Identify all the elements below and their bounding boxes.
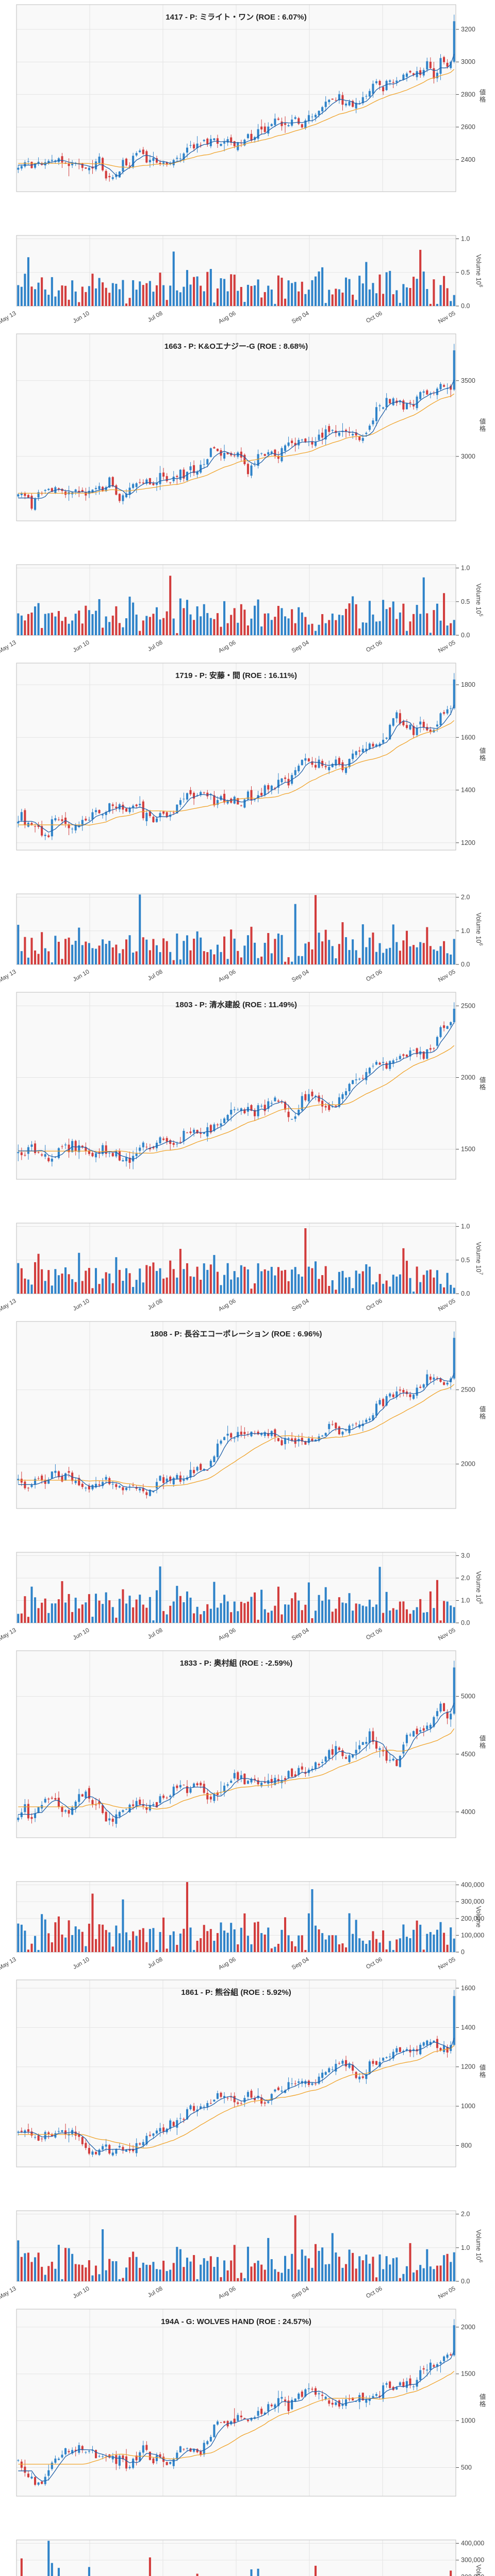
svg-text:4000: 4000 bbox=[461, 1808, 475, 1816]
svg-text:Volume: Volume bbox=[475, 2565, 482, 2576]
svg-text:3.0: 3.0 bbox=[461, 1552, 470, 1560]
svg-text:値: 値 bbox=[480, 2064, 486, 2072]
svg-text:0.0: 0.0 bbox=[461, 302, 470, 310]
svg-text:400,000: 400,000 bbox=[461, 2540, 484, 2547]
svg-text:2000: 2000 bbox=[461, 2324, 475, 2331]
svg-text:1400: 1400 bbox=[461, 787, 475, 794]
svg-text:3200: 3200 bbox=[461, 26, 475, 33]
svg-text:0.0: 0.0 bbox=[461, 1619, 470, 1626]
svg-text:1.0: 1.0 bbox=[461, 235, 470, 243]
svg-text:3000: 3000 bbox=[461, 453, 475, 460]
svg-text:格: 格 bbox=[480, 2400, 486, 2408]
svg-text:3000: 3000 bbox=[461, 58, 475, 65]
svg-text:1000: 1000 bbox=[461, 2103, 475, 2110]
svg-text:2500: 2500 bbox=[461, 1002, 475, 1009]
svg-text:2.0: 2.0 bbox=[461, 2211, 470, 2218]
svg-text:値: 値 bbox=[480, 2393, 486, 2401]
svg-text:1861 - P: 熊谷組 (ROE : 5.92%): 1861 - P: 熊谷組 (ROE : 5.92%) bbox=[181, 1988, 291, 1997]
svg-text:500: 500 bbox=[461, 2464, 472, 2471]
svg-text:194A - G: WOLVES HAND (ROE : 2: 194A - G: WOLVES HAND (ROE : 24.57%) bbox=[161, 2317, 311, 2326]
svg-text:2000: 2000 bbox=[461, 1074, 475, 1081]
svg-text:Volume 106: Volume 106 bbox=[475, 2229, 484, 2262]
svg-text:1.0: 1.0 bbox=[461, 2244, 470, 2251]
svg-text:Volume 106: Volume 106 bbox=[475, 912, 484, 945]
svg-text:1.0: 1.0 bbox=[461, 565, 470, 572]
svg-text:0.0: 0.0 bbox=[461, 961, 470, 968]
svg-text:1808 - P: 長谷エコーポレーション (ROE : 6: 1808 - P: 長谷エコーポレーション (ROE : 6.96%) bbox=[150, 1329, 322, 1338]
svg-text:300,000: 300,000 bbox=[461, 1898, 484, 1905]
svg-text:800: 800 bbox=[461, 2142, 472, 2149]
svg-text:0.0: 0.0 bbox=[461, 632, 470, 639]
svg-text:1719 - P: 安藤・間 (ROE : 16.11%): 1719 - P: 安藤・間 (ROE : 16.11%) bbox=[175, 671, 297, 680]
svg-text:2000: 2000 bbox=[461, 1461, 475, 1468]
svg-text:Volume 106: Volume 106 bbox=[475, 254, 484, 287]
svg-text:300,000: 300,000 bbox=[461, 2556, 484, 2564]
svg-text:2500: 2500 bbox=[461, 1386, 475, 1394]
svg-text:4500: 4500 bbox=[461, 1751, 475, 1758]
svg-text:1000: 1000 bbox=[461, 2417, 475, 2425]
svg-text:格: 格 bbox=[480, 425, 486, 433]
svg-text:5000: 5000 bbox=[461, 1693, 475, 1700]
svg-text:1663 - P: K&Oエナジー-G (ROE : 8.6: 1663 - P: K&Oエナジー-G (ROE : 8.68%) bbox=[164, 342, 308, 351]
svg-text:1.0: 1.0 bbox=[461, 1597, 470, 1604]
svg-text:1.0: 1.0 bbox=[461, 1223, 470, 1230]
svg-text:3500: 3500 bbox=[461, 377, 475, 384]
svg-text:Volume 105: Volume 105 bbox=[475, 583, 484, 616]
svg-text:格: 格 bbox=[480, 754, 486, 762]
svg-text:値: 値 bbox=[480, 1076, 486, 1084]
svg-text:0.5: 0.5 bbox=[461, 598, 470, 605]
svg-text:値: 値 bbox=[480, 418, 486, 426]
svg-text:2800: 2800 bbox=[461, 91, 475, 98]
svg-text:1417 - P: ミライト・ワン (ROE : 6.07%: 1417 - P: ミライト・ワン (ROE : 6.07%) bbox=[166, 13, 306, 22]
svg-text:1833 - P: 奥村組 (ROE : -2.59%): 1833 - P: 奥村組 (ROE : -2.59%) bbox=[180, 1658, 292, 1668]
svg-text:値: 値 bbox=[480, 747, 486, 755]
svg-text:0: 0 bbox=[461, 1948, 465, 1956]
svg-text:値: 値 bbox=[480, 1405, 486, 1413]
svg-text:格: 格 bbox=[480, 1742, 486, 1750]
svg-text:1200: 1200 bbox=[461, 839, 475, 846]
svg-text:1400: 1400 bbox=[461, 2024, 475, 2031]
svg-text:値: 値 bbox=[480, 1735, 486, 1742]
svg-text:Volume 106: Volume 106 bbox=[475, 1571, 484, 1604]
svg-text:400,000: 400,000 bbox=[461, 1882, 484, 1889]
svg-text:格: 格 bbox=[480, 1413, 486, 1420]
svg-text:1500: 1500 bbox=[461, 1146, 475, 1153]
svg-text:1.0: 1.0 bbox=[461, 927, 470, 935]
svg-text:格: 格 bbox=[480, 2071, 486, 2079]
svg-text:2.0: 2.0 bbox=[461, 894, 470, 901]
svg-text:1200: 1200 bbox=[461, 2063, 475, 2071]
svg-text:1600: 1600 bbox=[461, 1985, 475, 1992]
svg-text:値: 値 bbox=[480, 89, 486, 96]
svg-text:100,000: 100,000 bbox=[461, 1931, 484, 1939]
svg-text:Volume: Volume bbox=[475, 1906, 482, 1928]
svg-text:格: 格 bbox=[480, 1083, 486, 1091]
svg-text:0.5: 0.5 bbox=[461, 269, 470, 276]
svg-text:0.0: 0.0 bbox=[461, 2278, 470, 2285]
svg-text:2.0: 2.0 bbox=[461, 1574, 470, 1582]
svg-text:1800: 1800 bbox=[461, 681, 475, 688]
svg-text:1803 - P: 清水建設 (ROE : 11.49%): 1803 - P: 清水建設 (ROE : 11.49%) bbox=[175, 1000, 297, 1009]
svg-text:1600: 1600 bbox=[461, 734, 475, 741]
svg-text:0.0: 0.0 bbox=[461, 1290, 470, 1297]
svg-text:1500: 1500 bbox=[461, 2370, 475, 2378]
svg-text:2400: 2400 bbox=[461, 156, 475, 163]
svg-text:Volume 107: Volume 107 bbox=[475, 1242, 484, 1275]
svg-text:0.5: 0.5 bbox=[461, 1257, 470, 1264]
svg-text:2600: 2600 bbox=[461, 124, 475, 131]
svg-text:格: 格 bbox=[480, 96, 486, 104]
